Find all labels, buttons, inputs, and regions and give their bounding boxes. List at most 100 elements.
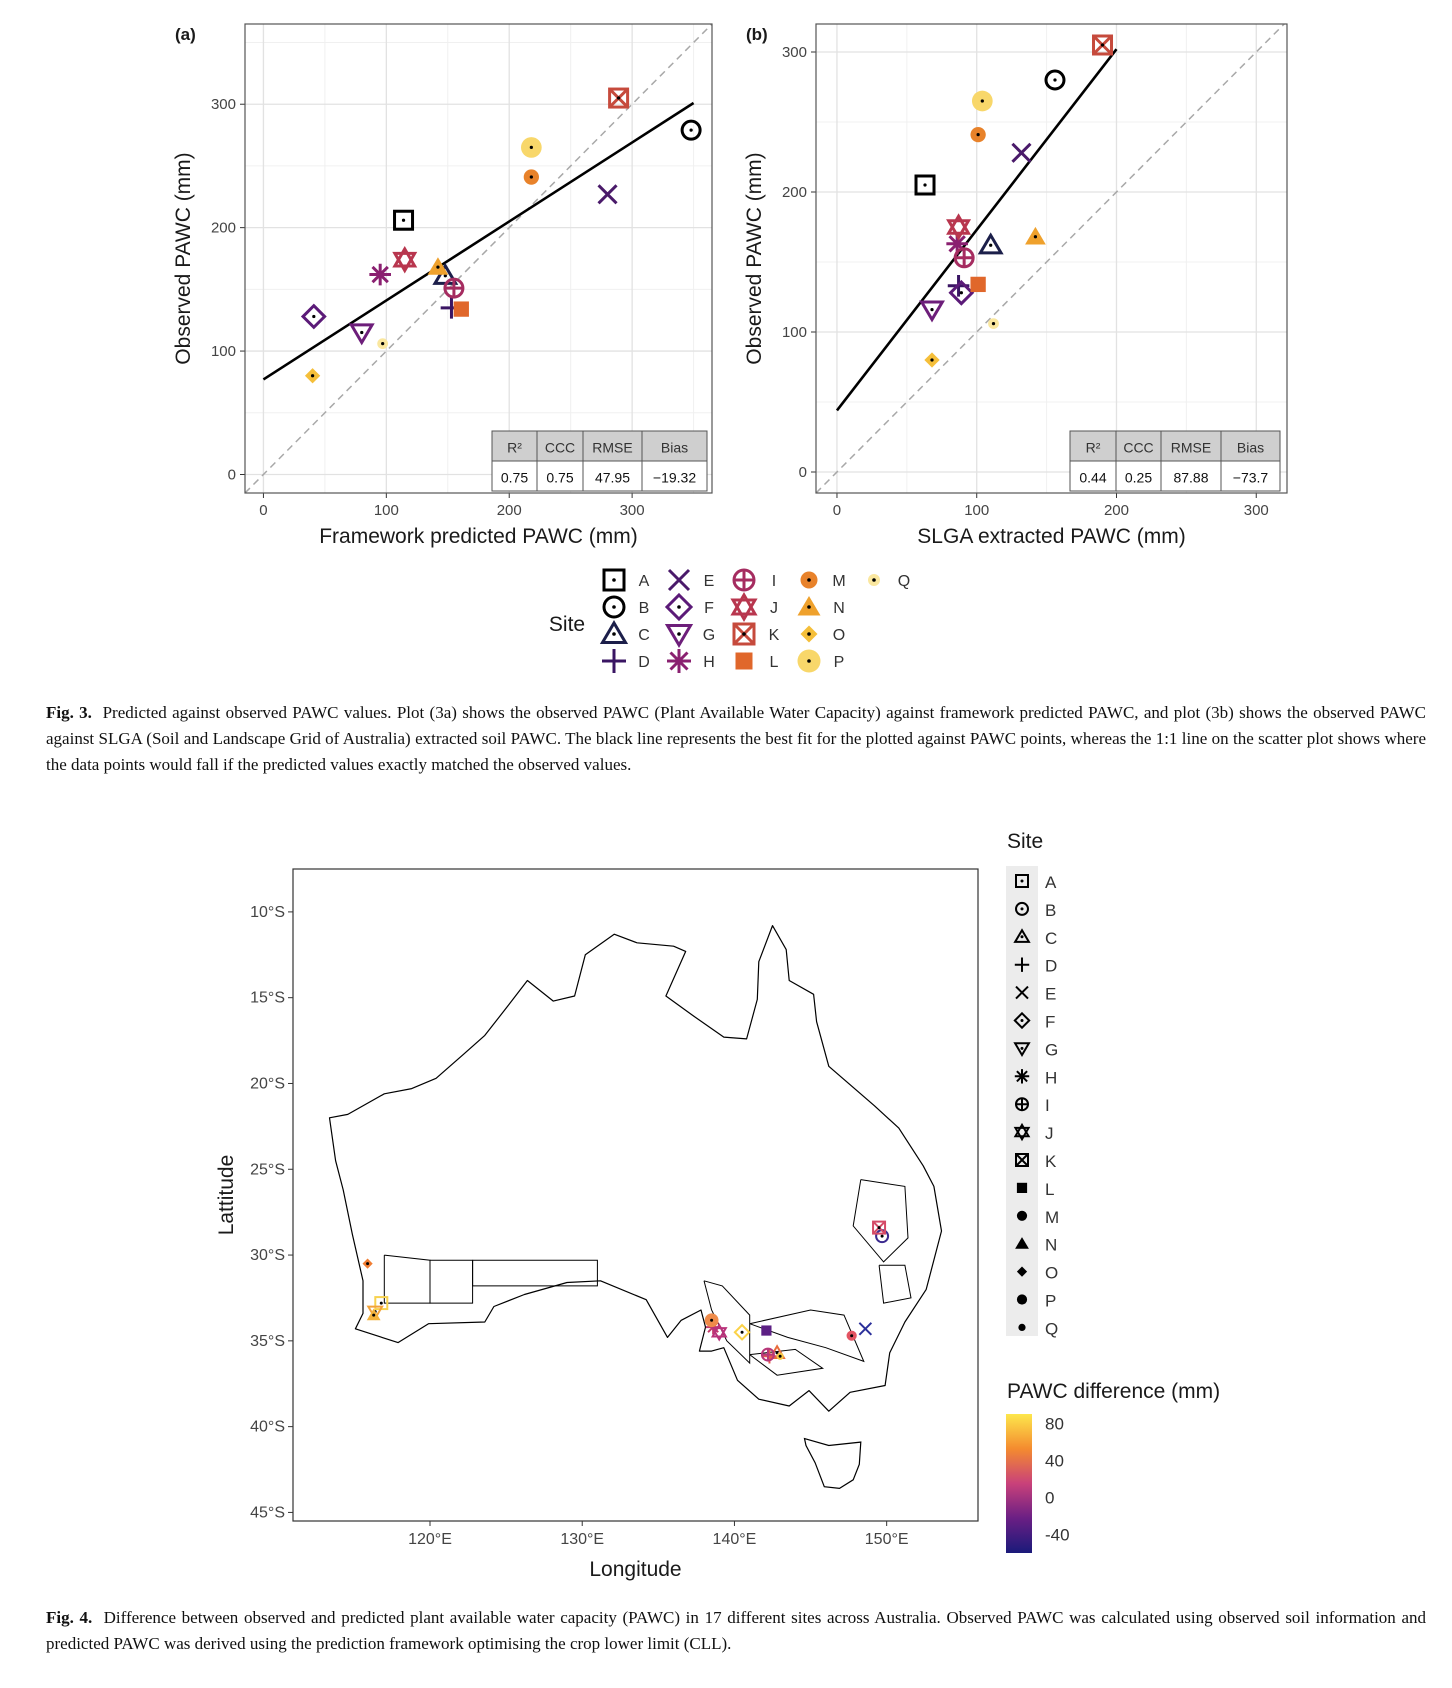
tick-label-y: 200 — [211, 220, 236, 237]
stats-table-header-bg — [1070, 431, 1280, 461]
marker-center-dot — [976, 132, 980, 137]
point-site-f — [300, 303, 327, 330]
marker-center-dot — [529, 175, 533, 179]
stats-table-value: 0.44 — [1079, 470, 1106, 486]
tick-label-x: 200 — [1104, 502, 1129, 519]
marker-filled-square — [453, 301, 469, 317]
site-legend-label: D — [638, 654, 650, 671]
site-legend-symbol-c — [599, 620, 629, 644]
stats-table-value: 0.25 — [1125, 470, 1152, 486]
australia-mainland-outline — [328, 924, 943, 1412]
site-legend-symbol-k — [732, 622, 756, 646]
stats-table-header: R² — [507, 440, 522, 456]
map-site-legend-label: I — [1045, 1096, 1050, 1115]
stats-table-value: 0.75 — [501, 470, 528, 486]
marker-center-dot — [807, 632, 811, 636]
map-point-site-i — [760, 1347, 775, 1362]
panel-border — [244, 23, 713, 494]
map-point-site-j — [710, 1323, 728, 1342]
site-legend-symbol-n — [797, 596, 821, 616]
map-point-site-m — [846, 1330, 857, 1341]
marker-center-dot — [1020, 1158, 1024, 1162]
map-point-site-l — [761, 1325, 772, 1336]
tick-label-y: 100 — [782, 324, 807, 341]
site-legend-symbol-m — [800, 571, 818, 589]
map-site-legend-symbol-o — [1016, 1266, 1028, 1277]
point-site-l — [970, 276, 986, 293]
map-site-legend-title: Site — [1007, 830, 1043, 853]
region-boundary — [749, 1309, 865, 1363]
fig3-caption-text: Predicted against observed PAWC values. … — [46, 703, 1426, 774]
colorbar-title: PAWC difference (mm) — [1007, 1380, 1220, 1403]
marker-cross — [858, 1322, 873, 1336]
one-to-one-line — [245, 24, 712, 493]
tick-label-y: 100 — [211, 343, 236, 360]
marker-asterisk — [369, 263, 391, 286]
point-site-g — [919, 300, 945, 323]
stats-table-body-bg — [1070, 461, 1280, 491]
point-site-o — [304, 368, 321, 384]
marker-cross — [1011, 142, 1032, 163]
marker-circle — [680, 119, 702, 141]
map-point-site-p — [704, 1313, 719, 1328]
stats-table-header: Bias — [1237, 440, 1264, 456]
marker-triangle-down — [664, 624, 694, 648]
site-legend-symbol-a — [602, 568, 626, 592]
plot-area — [245, 24, 712, 493]
point-site-n — [1025, 226, 1046, 245]
marker-center-dot — [616, 96, 621, 100]
site-legend-label: N — [833, 600, 845, 617]
map-point-site-e — [858, 1322, 873, 1336]
region-boundary — [703, 1280, 751, 1365]
marker-center-dot — [612, 605, 616, 609]
map-site-legend-label: B — [1045, 901, 1056, 920]
marker-circle — [602, 595, 626, 619]
map-tick-label-y: 40°S — [250, 1419, 285, 1436]
marker-star-up — [946, 213, 972, 235]
point-site-n — [427, 257, 449, 275]
stats-table-value: 87.88 — [1173, 470, 1208, 486]
map-tick-label-y: 15°S — [250, 990, 285, 1007]
point-site-c — [977, 232, 1004, 255]
point-site-p — [971, 90, 993, 112]
map-site-legend-label: L — [1045, 1180, 1054, 1199]
fig3-caption: Fig. 3. Predicted against observed PAWC … — [46, 700, 1426, 778]
marker-star-down — [710, 1327, 728, 1342]
tasmania-outline — [803, 1437, 862, 1490]
stats-table: R² 0.44 CCC 0.25 RMSE 87.88 Bias −73.7 — [1069, 430, 1281, 492]
map-y-axis-label: Lattitude — [215, 1155, 238, 1236]
point-site-o — [924, 352, 940, 368]
marker-square — [914, 174, 936, 196]
marker-center-dot — [1053, 78, 1057, 82]
site-legend-symbol-l — [735, 652, 753, 670]
point-site-a — [914, 174, 936, 196]
map-tick-label-x: 140°E — [713, 1531, 757, 1548]
marker-plus — [602, 649, 626, 673]
marker-center-dot — [980, 99, 984, 103]
site-legend-symbol-g — [664, 624, 694, 648]
map-point-site-q — [776, 1352, 784, 1360]
map-x-axis-label: Longitude — [589, 1558, 681, 1581]
fig4-caption: Fig. 4. Difference between observed and … — [46, 1605, 1426, 1657]
stats-table-header: CCC — [545, 440, 575, 456]
marker-center-dot — [366, 1262, 370, 1266]
marker-square — [1015, 874, 1029, 888]
stats-table-body-bg — [492, 461, 707, 491]
marker-triangle — [977, 232, 1004, 255]
marker-center-dot — [880, 1234, 884, 1238]
map-site-legend-symbol-p — [1016, 1294, 1028, 1305]
marker-center-dot — [1020, 1325, 1024, 1329]
map-site-legend-symbol-a — [1015, 874, 1029, 888]
x-axis-label: Framework predicted PAWC (mm) — [319, 525, 638, 548]
marker-diamond — [664, 592, 694, 622]
map-site-legend-label: O — [1045, 1264, 1058, 1283]
site-legend-symbol-q — [868, 574, 880, 586]
marker-filled-square — [735, 652, 753, 670]
map-site-legend-symbol-d — [1014, 957, 1030, 972]
tick-label-x: 300 — [1244, 502, 1269, 519]
marker-circle-plus-cross — [734, 570, 754, 590]
colorbar: PAWC difference (mm) 80 40 0 -40 — [1006, 1380, 1220, 1553]
marker-cross — [597, 184, 618, 205]
map-point-site-o — [362, 1258, 373, 1269]
